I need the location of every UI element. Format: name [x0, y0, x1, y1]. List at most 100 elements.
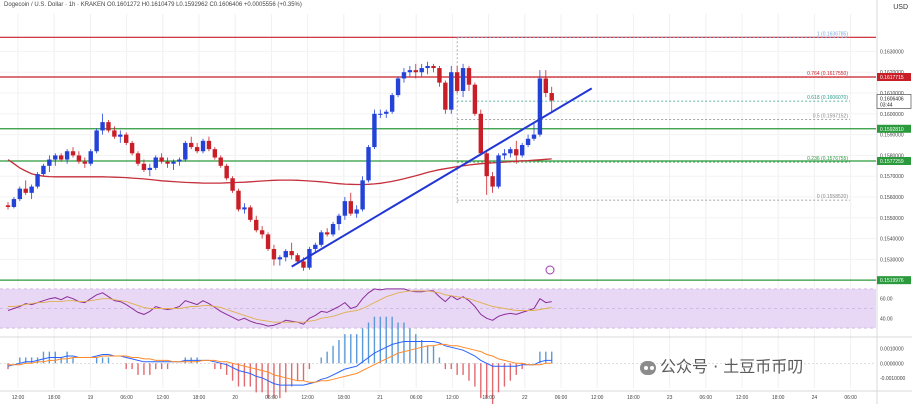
candle-body — [537, 78, 543, 135]
symbol-header: Dogecoin / U.S. Dollar · 1h · KRAKEN O0.… — [4, 2, 302, 8]
level-price-tag-label: 0.1617715 — [880, 75, 904, 81]
candle — [11, 196, 17, 209]
candle-body — [336, 215, 342, 225]
candle-body — [94, 130, 99, 152]
candle-body — [277, 257, 283, 260]
candle — [454, 65, 460, 94]
candle — [124, 132, 129, 145]
rsi-pane: 60.00 40.00 — [0, 288, 893, 329]
time-tick-label: 18:00 — [772, 395, 785, 401]
candle — [519, 142, 525, 158]
candle — [41, 163, 46, 177]
time-tick-label: 23 — [667, 395, 673, 401]
candle — [129, 140, 135, 156]
candle-body — [58, 155, 64, 160]
candle-body — [53, 155, 58, 160]
time-tick-label: 12:00 — [301, 395, 314, 401]
macd-pane: 0.0010000 0.0000000 -0.0010000 — [0, 316, 906, 404]
rsi-tick-label: 60.00 — [880, 297, 893, 303]
candle-body — [135, 153, 141, 164]
time-tick-label: 18:00 — [193, 395, 206, 401]
candle-body — [484, 153, 489, 177]
candle — [443, 80, 448, 114]
candle — [384, 109, 389, 118]
time-tick-label: 06:00 — [410, 395, 423, 401]
candle — [147, 163, 153, 177]
candle-body — [342, 201, 348, 216]
level-price-tag — [877, 124, 911, 133]
price-tick-label: 0.1600000 — [880, 112, 904, 118]
time-tick-label: 18:00 — [338, 395, 351, 401]
candle — [248, 205, 253, 222]
macd-tick-label: -0.0010000 — [880, 376, 906, 382]
candle-body — [82, 161, 88, 164]
watermark: 公众号 · 土豆币币叨 — [640, 353, 803, 377]
candle — [70, 147, 76, 158]
candle — [401, 68, 407, 83]
price-tick-label: 0.1630000 — [880, 49, 904, 55]
price-tick-label: 0.1590000 — [880, 133, 904, 139]
candle — [64, 149, 70, 164]
candle-body — [271, 248, 277, 260]
candle — [502, 149, 507, 160]
candle — [76, 151, 82, 164]
candle-body — [549, 93, 554, 101]
price-axis: 0.16300000.16200000.16100000.16000000.15… — [876, 49, 912, 285]
candle-body — [129, 142, 135, 154]
candle-body — [407, 70, 413, 73]
candle — [283, 248, 288, 262]
macd-line — [7, 341, 552, 386]
candle-body — [283, 251, 288, 258]
candle — [537, 70, 543, 137]
candle — [236, 188, 241, 212]
time-tick-label: 12:00 — [446, 395, 459, 401]
candle-body — [70, 151, 76, 156]
rsi-tick-label: 40.00 — [880, 316, 893, 322]
candle — [94, 128, 99, 154]
price-tick-label: 0.1530000 — [880, 257, 904, 263]
candle — [549, 86, 554, 112]
time-tick-label: 12:00 — [157, 395, 170, 401]
candle — [135, 151, 141, 166]
candle — [313, 242, 318, 254]
candle — [271, 244, 277, 266]
candle-body — [106, 122, 111, 131]
time-tick-label: 12:00 — [591, 395, 604, 401]
price-tick-label: 0.1540000 — [880, 237, 904, 243]
time-tick-label: 20 — [232, 395, 238, 401]
candle — [508, 147, 513, 158]
candle — [153, 155, 158, 170]
candle-body — [5, 205, 11, 207]
candle — [206, 136, 212, 152]
candle — [5, 202, 11, 210]
candle — [378, 109, 383, 118]
time-tick-label: 06:00 — [844, 395, 857, 401]
candle-body — [478, 113, 483, 154]
candle-body — [348, 201, 353, 214]
candle — [224, 163, 229, 181]
candle — [413, 63, 418, 79]
candle-body — [360, 180, 365, 210]
candle-body — [206, 140, 212, 150]
candle-body — [443, 82, 448, 110]
candle — [490, 172, 495, 193]
level-price-tag — [877, 157, 911, 166]
candle-body — [124, 134, 129, 143]
candle — [354, 205, 359, 218]
candle-body — [307, 248, 312, 268]
time-tick-label: 12:00 — [736, 395, 749, 401]
candle-body — [466, 68, 472, 85]
rsi-ma-line — [8, 290, 552, 323]
candle-body — [242, 207, 247, 210]
candle — [35, 172, 40, 189]
candle-body — [224, 165, 229, 179]
candle-body — [502, 153, 507, 156]
candle — [171, 159, 176, 170]
candle — [466, 65, 472, 91]
candle — [106, 120, 111, 133]
candle — [372, 109, 377, 150]
macd-tick-label: 0.0000000 — [880, 361, 904, 367]
candle-body — [496, 155, 501, 187]
fib-level-label: 1 (0.1636785) — [817, 31, 848, 37]
